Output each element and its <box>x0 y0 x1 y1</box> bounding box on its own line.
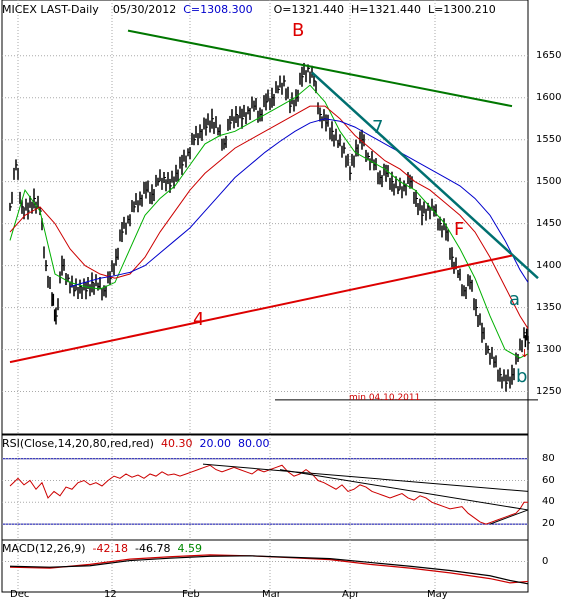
series-ma_fast <box>9 84 529 359</box>
symbol-label: MICEX LAST-Daily <box>2 3 99 16</box>
rsi-value: 40.30 <box>160 437 193 450</box>
x-tick-label: Apr <box>342 589 360 600</box>
panel-frame-0 <box>1 0 529 436</box>
low-value: L=1300.210 <box>427 3 496 16</box>
open-value: O=1321.440 <box>273 3 344 16</box>
x-tick-label: Feb <box>182 589 200 600</box>
macd-hist: 4.59 <box>177 542 202 555</box>
series-ma_mid <box>9 105 529 329</box>
rsi-lower: 20.00 <box>199 437 231 450</box>
price-y-tick: 1500 <box>536 175 562 187</box>
series-trend_red <box>9 254 513 364</box>
rsi-rsi <box>9 464 528 525</box>
rsi-y-tick: 20 <box>542 518 555 530</box>
price-y-tick: 1250 <box>536 385 562 397</box>
overlay-lines <box>9 29 539 401</box>
series-trend_green <box>127 29 513 108</box>
macd-signal <box>9 555 529 585</box>
rsi-trend_rise <box>489 509 529 525</box>
min-label: min 04.10.2011 <box>349 393 421 403</box>
label-f: F <box>454 219 465 240</box>
rsi-trend_lower <box>279 469 529 511</box>
rsi-label: RSI(Close,14,20,80,red,red) <box>2 437 154 450</box>
price-y-tick: 1550 <box>536 133 562 145</box>
rsi-y-tick: 60 <box>542 474 555 486</box>
close-value: C=1308.300 <box>183 3 253 16</box>
rsi-trend_upper <box>202 463 529 492</box>
price-y-tick: 1400 <box>536 259 562 271</box>
down-arrow-icon: ↓ <box>520 347 530 360</box>
macd-signal: -46.78 <box>135 542 171 555</box>
macd-value: -42.18 <box>92 542 129 555</box>
macd-y-tick: 0 <box>542 555 549 567</box>
x-tick-label: Mar <box>262 589 281 600</box>
x-tick-label: Dec <box>10 589 30 600</box>
price-header: MICEX LAST-Daily 05/30/2012 C=1308.300 O… <box>2 3 496 16</box>
rsi-upper: 80.00 <box>237 437 270 450</box>
date-label: 05/30/2012 <box>112 3 177 16</box>
macd-macd <box>9 554 529 584</box>
macd-layer <box>2 554 529 585</box>
x-tick-label: May <box>427 589 448 600</box>
rsi-header: RSI(Close,14,20,80,red,red) 40.30 20.00 … <box>2 437 269 450</box>
grid-layer <box>1 0 529 593</box>
label-b-lower: b <box>516 366 528 387</box>
price-y-tick: 1600 <box>536 91 562 103</box>
label-a: a <box>509 289 521 310</box>
price-y-tick: 1350 <box>536 301 562 313</box>
price-y-tick: 1450 <box>536 217 562 229</box>
panel-frame-2 <box>1 539 529 593</box>
label-b-upper: B <box>292 20 305 41</box>
rsi-y-tick: 80 <box>542 452 555 464</box>
label-four: 4 <box>193 309 205 330</box>
price-y-tick: 1300 <box>536 343 562 355</box>
rsi-layer <box>2 458 529 525</box>
price-y-tick: 1650 <box>536 49 562 61</box>
rsi-y-tick: 40 <box>542 496 555 508</box>
x-tick-label: 12 <box>104 589 117 600</box>
macd-header: MACD(12,26,9) -42.18 -46.78 4.59 <box>2 542 202 555</box>
series-ma_slow <box>69 118 529 288</box>
macd-label: MACD(12,26,9) <box>2 542 86 555</box>
high-value: H=1321.440 <box>350 3 421 16</box>
series-trend_teal <box>311 71 539 280</box>
label-seven: 7 <box>372 117 384 138</box>
